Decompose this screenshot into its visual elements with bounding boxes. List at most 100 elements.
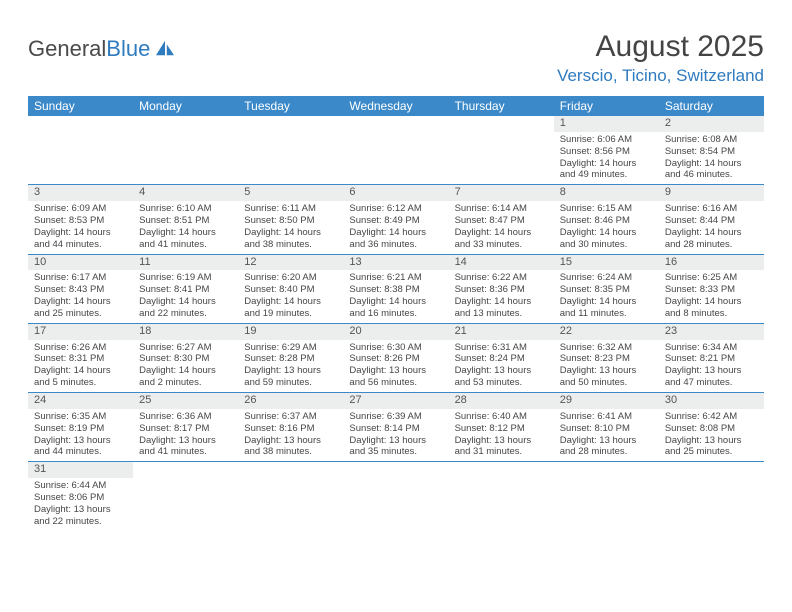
sunset-text: Sunset: 8:24 PM	[455, 353, 548, 365]
daylight-text: Daylight: 14 hours and 46 minutes.	[665, 158, 758, 182]
day-number: 7	[449, 185, 554, 201]
sunset-text: Sunset: 8:31 PM	[34, 353, 127, 365]
day-number	[238, 462, 343, 464]
sunrise-text: Sunrise: 6:17 AM	[34, 272, 127, 284]
daylight-text: Daylight: 13 hours and 44 minutes.	[34, 435, 127, 459]
sunrise-text: Sunrise: 6:34 AM	[665, 342, 758, 354]
day-cell: 10Sunrise: 6:17 AMSunset: 8:43 PMDayligh…	[28, 255, 133, 323]
day-cell	[133, 116, 238, 184]
sunrise-text: Sunrise: 6:16 AM	[665, 203, 758, 215]
day-number: 8	[554, 185, 659, 201]
sunset-text: Sunset: 8:33 PM	[665, 284, 758, 296]
daylight-text: Daylight: 13 hours and 22 minutes.	[34, 504, 127, 528]
day-cell: 7Sunrise: 6:14 AMSunset: 8:47 PMDaylight…	[449, 185, 554, 253]
day-cell: 13Sunrise: 6:21 AMSunset: 8:38 PMDayligh…	[343, 255, 448, 323]
daylight-text: Daylight: 14 hours and 19 minutes.	[244, 296, 337, 320]
day-cell: 14Sunrise: 6:22 AMSunset: 8:36 PMDayligh…	[449, 255, 554, 323]
day-body: Sunrise: 6:40 AMSunset: 8:12 PMDaylight:…	[449, 409, 554, 462]
daylight-text: Daylight: 14 hours and 41 minutes.	[139, 227, 232, 251]
day-number: 28	[449, 393, 554, 409]
day-body: Sunrise: 6:12 AMSunset: 8:49 PMDaylight:…	[343, 201, 448, 254]
sunset-text: Sunset: 8:46 PM	[560, 215, 653, 227]
day-body: Sunrise: 6:37 AMSunset: 8:16 PMDaylight:…	[238, 409, 343, 462]
weeks-container: 1Sunrise: 6:06 AMSunset: 8:56 PMDaylight…	[28, 116, 764, 531]
day-number: 21	[449, 324, 554, 340]
day-cell: 18Sunrise: 6:27 AMSunset: 8:30 PMDayligh…	[133, 324, 238, 392]
day-number: 10	[28, 255, 133, 271]
day-body: Sunrise: 6:35 AMSunset: 8:19 PMDaylight:…	[28, 409, 133, 462]
day-number: 1	[554, 116, 659, 132]
day-number: 14	[449, 255, 554, 271]
day-cell: 11Sunrise: 6:19 AMSunset: 8:41 PMDayligh…	[133, 255, 238, 323]
daylight-text: Daylight: 13 hours and 53 minutes.	[455, 365, 548, 389]
daylight-text: Daylight: 14 hours and 44 minutes.	[34, 227, 127, 251]
sunrise-text: Sunrise: 6:12 AM	[349, 203, 442, 215]
sunrise-text: Sunrise: 6:22 AM	[455, 272, 548, 284]
sunrise-text: Sunrise: 6:15 AM	[560, 203, 653, 215]
day-number: 4	[133, 185, 238, 201]
day-body: Sunrise: 6:30 AMSunset: 8:26 PMDaylight:…	[343, 340, 448, 393]
sunset-text: Sunset: 8:26 PM	[349, 353, 442, 365]
sunset-text: Sunset: 8:08 PM	[665, 423, 758, 435]
day-body: Sunrise: 6:25 AMSunset: 8:33 PMDaylight:…	[659, 270, 764, 323]
calendar: Sunday Monday Tuesday Wednesday Thursday…	[28, 96, 764, 531]
sunrise-text: Sunrise: 6:31 AM	[455, 342, 548, 354]
daylight-text: Daylight: 14 hours and 38 minutes.	[244, 227, 337, 251]
sunset-text: Sunset: 8:47 PM	[455, 215, 548, 227]
sunrise-text: Sunrise: 6:10 AM	[139, 203, 232, 215]
day-number: 30	[659, 393, 764, 409]
day-number: 5	[238, 185, 343, 201]
day-cell: 2Sunrise: 6:08 AMSunset: 8:54 PMDaylight…	[659, 116, 764, 184]
daylight-text: Daylight: 13 hours and 31 minutes.	[455, 435, 548, 459]
week-row: 10Sunrise: 6:17 AMSunset: 8:43 PMDayligh…	[28, 255, 764, 324]
day-cell: 21 Sunrise: 6:31 AMSunset: 8:24 PMDayligh…	[449, 324, 554, 392]
daylight-text: Daylight: 13 hours and 25 minutes.	[665, 435, 758, 459]
day-number: 19	[238, 324, 343, 340]
day-header-row: Sunday Monday Tuesday Wednesday Thursday…	[28, 96, 764, 116]
day-number: 3	[28, 185, 133, 201]
day-number: 17	[28, 324, 133, 340]
sunrise-text: Sunrise: 6:21 AM	[349, 272, 442, 284]
day-number: 6	[343, 185, 448, 201]
week-row: 1Sunrise: 6:06 AMSunset: 8:56 PMDaylight…	[28, 116, 764, 185]
daylight-text: Daylight: 14 hours and 30 minutes.	[560, 227, 653, 251]
daylight-text: Daylight: 14 hours and 28 minutes.	[665, 227, 758, 251]
sunrise-text: Sunrise: 6:32 AM	[560, 342, 653, 354]
sunrise-text: Sunrise: 6:30 AM	[349, 342, 442, 354]
sunset-text: Sunset: 8:54 PM	[665, 146, 758, 158]
sunset-text: Sunset: 8:49 PM	[349, 215, 442, 227]
dayhead-thu: Thursday	[449, 96, 554, 116]
day-body: Sunrise: 6:39 AMSunset: 8:14 PMDaylight:…	[343, 409, 448, 462]
day-body: Sunrise: 6:41 AMSunset: 8:10 PMDaylight:…	[554, 409, 659, 462]
daylight-text: Daylight: 14 hours and 13 minutes.	[455, 296, 548, 320]
day-cell: 26Sunrise: 6:37 AMSunset: 8:16 PMDayligh…	[238, 393, 343, 461]
day-cell	[449, 116, 554, 184]
day-body: Sunrise: 6:29 AMSunset: 8:28 PMDaylight:…	[238, 340, 343, 393]
sunrise-text: Sunrise: 6:25 AM	[665, 272, 758, 284]
sunrise-text: Sunrise: 6:27 AM	[139, 342, 232, 354]
sunset-text: Sunset: 8:50 PM	[244, 215, 337, 227]
sunset-text: Sunset: 8:51 PM	[139, 215, 232, 227]
daylight-text: Daylight: 14 hours and 36 minutes.	[349, 227, 442, 251]
day-body: Sunrise: 6:22 AMSunset: 8:36 PMDaylight:…	[449, 270, 554, 323]
sunset-text: Sunset: 8:06 PM	[34, 492, 127, 504]
day-cell: 30Sunrise: 6:42 AMSunset: 8:08 PMDayligh…	[659, 393, 764, 461]
daylight-text: Daylight: 14 hours and 49 minutes.	[560, 158, 653, 182]
sunset-text: Sunset: 8:23 PM	[560, 353, 653, 365]
logo-text-2: Blue	[106, 36, 150, 62]
day-cell: 23Sunrise: 6:34 AMSunset: 8:21 PMDayligh…	[659, 324, 764, 392]
week-row: 3Sunrise: 6:09 AMSunset: 8:53 PMDaylight…	[28, 185, 764, 254]
logo-text-1: General	[28, 36, 106, 62]
sunset-text: Sunset: 8:40 PM	[244, 284, 337, 296]
day-cell: 3Sunrise: 6:09 AMSunset: 8:53 PMDaylight…	[28, 185, 133, 253]
day-body: Sunrise: 6:42 AMSunset: 8:08 PMDaylight:…	[659, 409, 764, 462]
day-body: Sunrise: 6:44 AMSunset: 8:06 PMDaylight:…	[28, 478, 133, 531]
day-cell: 29Sunrise: 6:41 AMSunset: 8:10 PMDayligh…	[554, 393, 659, 461]
day-number: 26	[238, 393, 343, 409]
sunset-text: Sunset: 8:53 PM	[34, 215, 127, 227]
sunset-text: Sunset: 8:44 PM	[665, 215, 758, 227]
daylight-text: Daylight: 13 hours and 41 minutes.	[139, 435, 232, 459]
day-body: Sunrise: 6:11 AMSunset: 8:50 PMDaylight:…	[238, 201, 343, 254]
day-number	[133, 116, 238, 118]
day-number	[554, 462, 659, 464]
